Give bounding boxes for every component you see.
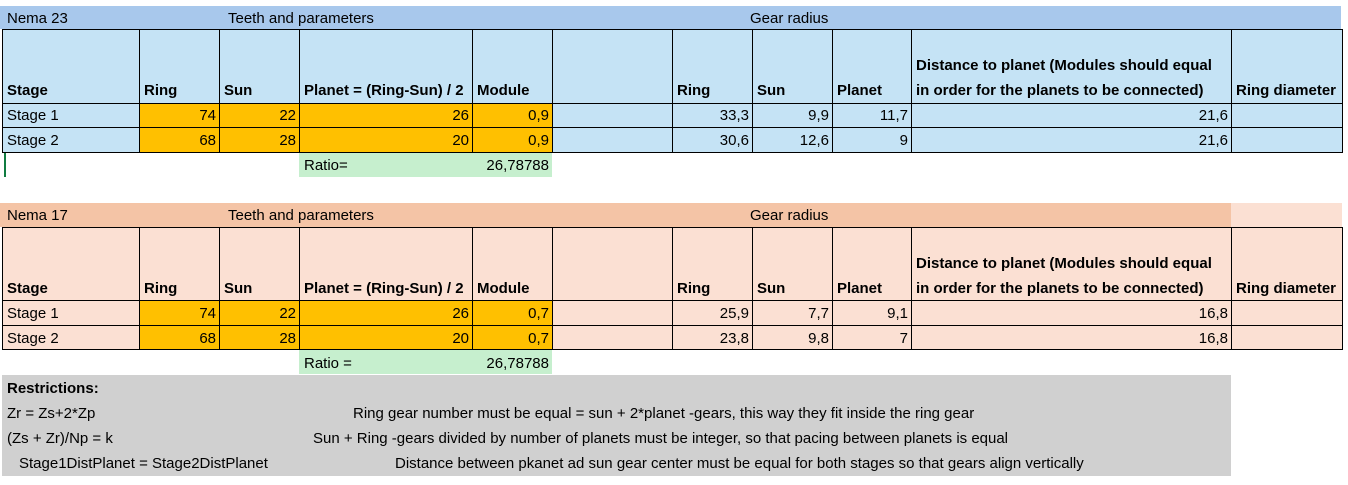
nema17-ratio-label[interactable]: Ratio = — [304, 355, 352, 372]
nema23-ratio-label[interactable]: Ratio= — [304, 157, 348, 174]
active-cell-marker — [4, 153, 6, 177]
restrictions-title[interactable]: Restrictions: — [7, 380, 99, 397]
nema17-header-module[interactable]: Module — [477, 280, 530, 297]
nema23-s1-radius-planet[interactable]: 11,7 — [879, 107, 908, 124]
nema23-s2-sun[interactable]: 28 — [279, 132, 296, 149]
nema17-header-ring-diameter[interactable]: Ring diameter — [1236, 280, 1337, 297]
nema17-s1-sun[interactable]: 22 — [279, 305, 296, 322]
nema17-header-radius-sun[interactable]: Sun — [757, 280, 786, 297]
nema23-s2-stage[interactable]: Stage 2 — [7, 132, 59, 149]
nema17-header-distance-line2[interactable]: in order for the planets to be connected… — [916, 280, 1204, 297]
nema23-ratio-value[interactable]: 26,78788 — [486, 157, 549, 174]
nema23-s2-ring[interactable]: 68 — [199, 132, 216, 149]
nema17-s2-stage[interactable]: Stage 2 — [7, 330, 59, 347]
restriction-description[interactable]: Ring gear number must be equal = sun + 2… — [353, 405, 975, 422]
nema17-s2-radius-ring[interactable]: 23,8 — [719, 330, 749, 347]
nema23-header-ring-diameter[interactable]: Ring diameter — [1236, 82, 1337, 99]
nema17-s2-module[interactable]: 0,7 — [528, 330, 549, 347]
nema23-s1-module[interactable]: 0,9 — [528, 107, 549, 124]
nema23-header-planet[interactable]: Planet = (Ring-Sun) / 2 — [304, 82, 464, 99]
nema23-header-radius-ring[interactable]: Ring — [677, 82, 711, 99]
nema17-s1-radius-sun[interactable]: 7,7 — [808, 305, 829, 322]
nema17-header-stage[interactable]: Stage — [7, 280, 48, 297]
nema23-s1-planet[interactable]: 26 — [452, 107, 469, 124]
nema17-header-radius-ring[interactable]: Ring — [677, 280, 711, 297]
nema17-s1-radius-planet[interactable]: 9,1 — [887, 305, 908, 322]
nema23-s2-distance[interactable]: 21,6 — [1198, 132, 1228, 149]
nema23-s2-radius-planet[interactable]: 9 — [899, 132, 908, 149]
restriction-formula[interactable]: (Zs + Zr)/Np = k — [7, 430, 113, 447]
nema17-s2-planet[interactable]: 20 — [452, 330, 469, 347]
nema17-s2-ring[interactable]: 68 — [199, 330, 216, 347]
nema17-s1-distance[interactable]: 16,8 — [1198, 305, 1228, 322]
nema23-s1-stage[interactable]: Stage 1 — [7, 107, 59, 124]
nema17-s1-radius-ring[interactable]: 25,9 — [719, 305, 749, 322]
restriction-formula[interactable]: Zr = Zs+2*Zp — [7, 405, 96, 422]
nema23-s2-radius-ring[interactable]: 30,6 — [719, 132, 749, 149]
nema23-header-sun[interactable]: Sun — [224, 82, 253, 99]
nema23-radius-label[interactable]: Gear radius — [750, 10, 829, 27]
nema23-s2-planet[interactable]: 20 — [452, 132, 469, 149]
nema23-teeth-label[interactable]: Teeth and parameters — [228, 10, 374, 27]
nema23-header-ring[interactable]: Ring — [144, 82, 178, 99]
nema17-header-ring[interactable]: Ring — [144, 280, 178, 297]
nema23-s1-radius-ring[interactable]: 33,3 — [719, 107, 749, 124]
nema23-s1-ring[interactable]: 74 — [199, 107, 216, 124]
nema17-header-distance-line1[interactable]: Distance to planet (Modules should equal — [916, 255, 1212, 272]
nema23-title[interactable]: Nema 23 — [7, 10, 68, 27]
nema17-ratio-value[interactable]: 26,78788 — [486, 355, 549, 372]
nema23-s2-module[interactable]: 0,9 — [528, 132, 549, 149]
nema17-title[interactable]: Nema 17 — [7, 207, 68, 224]
nema23-header-module[interactable]: Module — [477, 82, 530, 99]
nema17-header-planet[interactable]: Planet = (Ring-Sun) / 2 — [304, 280, 464, 297]
restrictions-panel — [2, 375, 1231, 476]
nema17-title-band-right — [1231, 203, 1342, 227]
nema23-s1-radius-sun[interactable]: 9,9 — [808, 107, 829, 124]
nema17-header-sun[interactable]: Sun — [224, 280, 253, 297]
nema17-s2-sun[interactable]: 28 — [279, 330, 296, 347]
restriction-formula[interactable]: Stage1DistPlanet = Stage2DistPlanet — [19, 455, 268, 472]
nema17-teeth-label[interactable]: Teeth and parameters — [228, 207, 374, 224]
nema17-s2-radius-sun[interactable]: 9,8 — [808, 330, 829, 347]
nema23-s2-radius-sun[interactable]: 12,6 — [799, 132, 829, 149]
nema23-s1-sun[interactable]: 22 — [279, 107, 296, 124]
nema23-header-radius-planet[interactable]: Planet — [837, 82, 883, 99]
nema17-header-radius-planet[interactable]: Planet — [837, 280, 883, 297]
nema17-ratio-bg — [299, 350, 552, 374]
nema23-ratio-bg — [299, 153, 552, 177]
nema17-s1-ring[interactable]: 74 — [199, 305, 216, 322]
nema23-header-distance-line2[interactable]: in order for the planets to be connected… — [916, 82, 1204, 99]
nema23-s1-distance[interactable]: 21,6 — [1198, 107, 1228, 124]
nema23-header-radius-sun[interactable]: Sun — [757, 82, 786, 99]
nema17-s1-module[interactable]: 0,7 — [528, 305, 549, 322]
restriction-description[interactable]: Distance between pkanet ad sun gear cent… — [395, 455, 1084, 472]
nema23-title-band — [0, 6, 1341, 29]
nema17-title-band — [0, 203, 1231, 227]
restriction-description[interactable]: Sun + Ring -gears divided by number of p… — [313, 430, 1009, 447]
nema23-header-distance-line1[interactable]: Distance to planet (Modules should equal — [916, 57, 1212, 74]
nema17-s2-radius-planet[interactable]: 7 — [899, 330, 908, 347]
nema17-s1-planet[interactable]: 26 — [452, 305, 469, 322]
nema23-header-stage[interactable]: Stage — [7, 82, 48, 99]
nema17-s2-distance[interactable]: 16,8 — [1198, 330, 1228, 347]
nema17-radius-label[interactable]: Gear radius — [750, 207, 829, 224]
nema17-s1-stage[interactable]: Stage 1 — [7, 305, 59, 322]
